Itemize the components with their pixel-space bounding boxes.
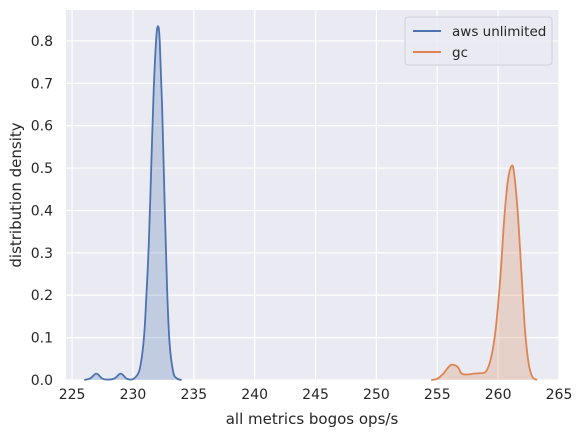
legend: aws unlimited gc [404, 16, 553, 66]
y-tick-label: 0.1 [31, 331, 53, 347]
grid-lines [66, 10, 560, 381]
series-group [84, 25, 538, 381]
y-tick-labels: 0.0 0.1 0.2 0.3 0.4 0.5 0.6 0.7 0.8 [31, 34, 53, 389]
y-axis-title: distribution density [7, 122, 25, 267]
x-tick-label: 245 [302, 387, 329, 403]
y-tick-label: 0.8 [31, 34, 53, 50]
x-axis-title: all metrics bogos ops/s [226, 410, 399, 428]
y-tick-label: 0.6 [31, 119, 53, 135]
y-tick-label: 0.7 [31, 76, 53, 92]
density-area-series-0 [84, 26, 182, 381]
x-tick-label: 250 [363, 387, 390, 403]
y-tick-label: 0.2 [31, 288, 53, 304]
legend-box [404, 16, 553, 66]
x-tick-label: 255 [424, 387, 451, 403]
y-tick-label: 0.0 [31, 373, 53, 389]
x-tick-label: 225 [59, 387, 86, 403]
y-tick-label: 0.4 [31, 203, 53, 219]
y-tick-label: 0.3 [31, 246, 53, 262]
density-line-series-1 [431, 164, 538, 381]
x-tick-labels: 225 230 235 240 245 250 255 260 265 [59, 387, 573, 403]
x-tick-label: 240 [241, 387, 268, 403]
density-area-series-1 [431, 165, 538, 380]
x-tick-label: 265 [546, 387, 573, 403]
x-tick-label: 235 [180, 387, 207, 403]
x-tick-label: 230 [120, 387, 147, 403]
legend-label: aws unlimited [452, 24, 546, 40]
y-tick-label: 0.5 [31, 161, 53, 177]
density-line-series-0 [84, 25, 182, 381]
x-tick-label: 260 [485, 387, 512, 403]
plot-background [66, 10, 559, 380]
legend-label: gc [452, 45, 468, 61]
